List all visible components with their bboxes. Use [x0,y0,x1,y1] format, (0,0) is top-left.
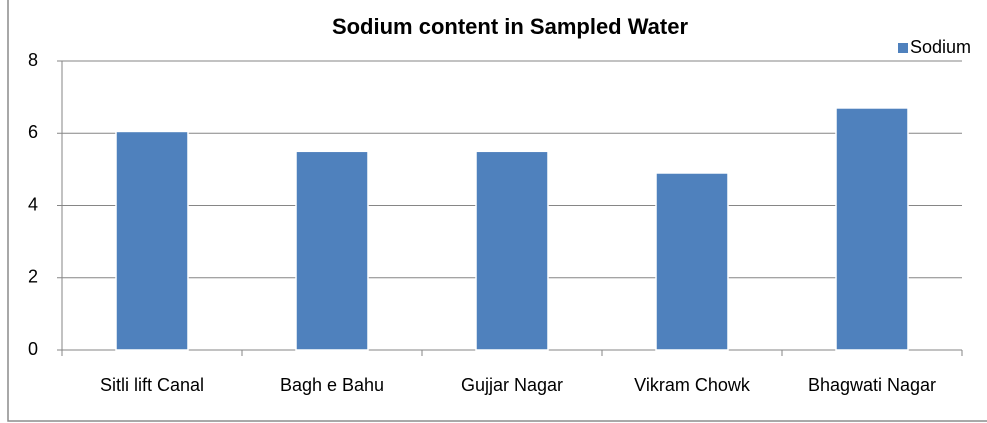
bar [295,150,369,351]
y-tick-label: 0 [28,339,38,359]
x-tick-label: Vikram Chowk [634,375,751,395]
x-tick-label: Sitli lift Canal [100,375,204,395]
chart-border [7,0,987,422]
x-tick-label: Bagh e Bahu [280,375,384,395]
y-tick-label: 4 [28,194,38,214]
legend-label: Sodium [910,37,971,57]
bar [655,172,729,351]
x-tick-label: Bhagwati Nagar [808,375,936,395]
y-tick-label: 6 [28,122,38,142]
legend-swatch [898,43,908,53]
chart-title: Sodium content in Sampled Water [332,14,689,39]
bar [475,150,549,351]
y-tick-label: 2 [28,267,38,287]
bar [115,130,189,351]
bar [835,107,909,351]
x-tick-label: Gujjar Nagar [461,375,563,395]
y-tick-label: 8 [28,50,38,70]
